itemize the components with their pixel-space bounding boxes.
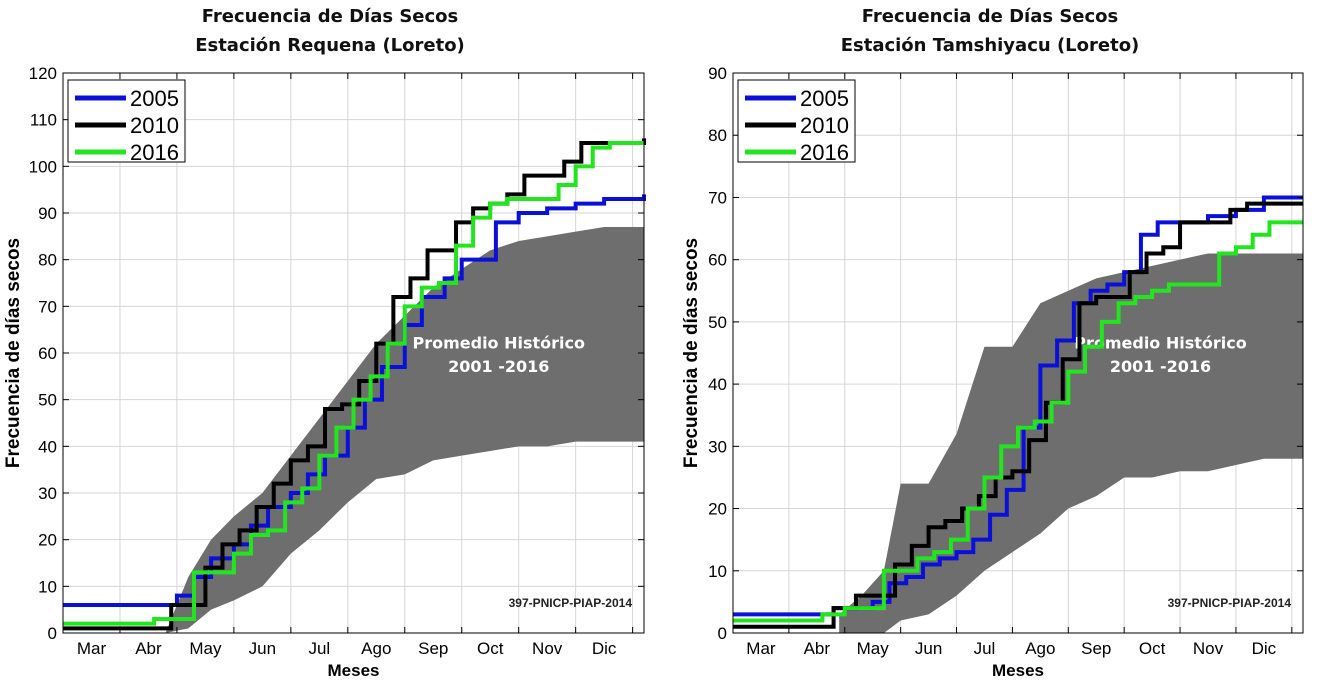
- y-tick-label: 50: [708, 313, 727, 332]
- x-tick-label: Jun: [249, 639, 276, 658]
- y-tick-label: 40: [708, 375, 727, 394]
- y-tick-label: 90: [708, 64, 727, 83]
- y-tick-label: 90: [38, 204, 57, 223]
- band-label-years: 2001 -2016: [448, 357, 549, 376]
- y-tick-label: 0: [718, 624, 727, 643]
- x-tick-label: Dic: [592, 639, 617, 658]
- x-tick-label: Oct: [477, 639, 504, 658]
- y-tick-label: 70: [38, 297, 57, 316]
- y-tick-label: 30: [708, 437, 727, 456]
- legend-box: [67, 79, 186, 163]
- y-tick-label: 20: [38, 531, 57, 550]
- y-tick-label: 60: [708, 251, 727, 270]
- axes-frame: [732, 72, 1304, 634]
- y-tick-label: 30: [38, 484, 57, 503]
- x-tick-label: Abr: [804, 639, 831, 658]
- x-tick-label: Oct: [1139, 639, 1166, 658]
- chart-panel-requena: Frecuencia de Días Secos Estación Requen…: [3, 6, 646, 680]
- legend-label: 2016: [130, 140, 179, 165]
- x-tick-label: Sep: [1081, 639, 1111, 658]
- band-label: Promedio Histórico: [1074, 334, 1247, 353]
- y-tick-label: 40: [38, 437, 57, 456]
- series-line-2010: [733, 201, 1303, 629]
- x-tick-label: May: [189, 639, 222, 658]
- chart-title: Frecuencia de Días Secos: [861, 6, 1119, 27]
- y-tick-label: 0: [48, 624, 57, 643]
- x-tick-label: Mar: [746, 639, 776, 658]
- x-axis-label: Meses: [992, 661, 1044, 680]
- series-line-2016: [63, 141, 644, 626]
- y-tick-label: 110: [30, 111, 57, 130]
- legend-label: 2010: [800, 113, 849, 138]
- source-annotation: 397-PNICP-PIAP-2014: [1168, 596, 1292, 610]
- chart-subtitle: Estación Tamshiyacu (Loreto): [840, 35, 1140, 56]
- y-tick-label: 60: [38, 344, 57, 363]
- x-tick-label: Nov: [532, 639, 563, 658]
- band-label-years: 2001 -2016: [1110, 357, 1211, 376]
- x-tick-label: May: [857, 639, 890, 658]
- legend-box: [737, 79, 856, 163]
- y-tick-label: 120: [29, 64, 57, 83]
- legend-label: 2016: [800, 140, 849, 165]
- legend-label: 2005: [130, 86, 179, 111]
- y-tick-label: 10: [708, 562, 727, 581]
- source-annotation: 397-PNICP-PIAP-2014: [509, 596, 633, 610]
- y-tick-label: 80: [38, 251, 57, 270]
- chart-requena: Promedio Histórico 2001 -2016 0 10 20 30 40 50 6…: [3, 64, 646, 680]
- y-tick-label: 70: [708, 188, 727, 207]
- series-line-2016: [733, 220, 1303, 623]
- y-axis-label: Frecuencia de días secos: [681, 238, 702, 468]
- chart-title: Frecuencia de Días Secos: [201, 6, 459, 27]
- legend-label: 2010: [130, 113, 179, 138]
- y-tick-label: 50: [38, 391, 57, 410]
- x-tick-label: Nov: [1193, 639, 1224, 658]
- x-axis-label: Meses: [328, 661, 380, 680]
- x-tick-label: Dic: [1252, 639, 1277, 658]
- x-tick-label: Jul: [308, 639, 330, 658]
- y-tick-label: 10: [38, 577, 57, 596]
- x-tick-label: Mar: [77, 639, 107, 658]
- y-tick-label: 80: [708, 126, 727, 145]
- band-label: Promedio Histórico: [412, 334, 585, 353]
- chart-subtitle: Estación Requena (Loreto): [195, 35, 465, 56]
- series-line-2010: [63, 138, 646, 631]
- legend-label: 2005: [800, 86, 849, 111]
- x-tick-label: Ago: [1025, 639, 1055, 658]
- x-tick-label: Abr: [135, 639, 162, 658]
- y-axis-label: Frecuencia de días secos: [3, 238, 24, 468]
- chart-tamshiyacu: Promedio Histórico 2001 -2016 0 10 20 30 40 50 6…: [681, 64, 1304, 680]
- y-tick-label: 20: [708, 500, 727, 519]
- x-tick-label: Sep: [418, 639, 448, 658]
- x-tick-label: Jun: [915, 639, 942, 658]
- chart-panel-tamshiyacu: Frecuencia de Días Secos Estación Tamshi…: [660, 0, 1320, 680]
- x-tick-label: Ago: [361, 639, 391, 658]
- y-tick-label: 100: [29, 157, 57, 176]
- x-tick-label: Jul: [974, 639, 996, 658]
